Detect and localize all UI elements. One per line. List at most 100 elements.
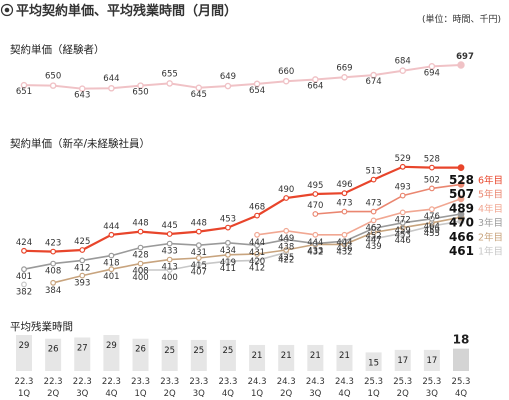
x-tick-label-year: 24.3	[335, 377, 354, 387]
series-point-year3	[312, 240, 319, 247]
experienced-point	[20, 81, 28, 89]
series-value-label-year6: 513	[365, 167, 381, 177]
experienced-value-label: 669	[336, 63, 352, 73]
series-value-label-year2: 432	[307, 247, 323, 257]
series-point-year4	[370, 217, 377, 224]
new-graduates-series-group: 382 400 400 407 411 412 422 439 446 455 384 393 401 4…	[16, 154, 503, 298]
experienced-point	[166, 80, 173, 87]
overtime-bar	[132, 338, 149, 371]
series-value-label-year6: 529	[395, 154, 411, 164]
series-value-label-year3: 418	[103, 259, 119, 269]
overtime-value-label: 15	[368, 358, 379, 368]
series-point-year1	[370, 235, 377, 242]
overtime-bar	[249, 344, 266, 371]
x-tick-label-quarter: 1Q	[18, 389, 30, 399]
experienced-line	[23, 64, 462, 90]
series-value-label-year2: 447	[365, 235, 381, 245]
x-tick-label-year: 23.3	[189, 377, 208, 387]
series-value-label-year5: 473	[365, 199, 381, 209]
series-point-year2	[225, 251, 231, 258]
x-tick-label-year: 22.3	[73, 377, 92, 387]
series-end-value-year5: 507	[449, 187, 474, 201]
series-value-label-year3: 452	[365, 231, 381, 241]
experienced-value-label: 694	[424, 68, 440, 78]
x-tick-label-year: 24.3	[248, 377, 267, 387]
series-value-label-year1: 412	[249, 263, 265, 273]
series-point-year4	[341, 231, 348, 238]
series-point-year6	[399, 163, 406, 170]
overtime-value-label: 21	[252, 351, 263, 361]
series-value-label-year2: 453	[395, 231, 411, 241]
series-value-label-year3: 464	[424, 222, 440, 232]
series-name-year1: 1年目	[478, 246, 503, 258]
x-tick-label-quarter: 2Q	[397, 389, 409, 399]
overtime-bar	[336, 344, 353, 371]
series-value-label-year4: 444	[336, 238, 352, 248]
experienced-value-label: 644	[103, 74, 119, 84]
experienced-point	[78, 85, 86, 92]
series-value-label-year3: 408	[45, 267, 61, 277]
series-value-label-year2: 459	[424, 226, 440, 236]
series-value-label-year2: 401	[103, 272, 119, 282]
series-point-year3	[341, 238, 348, 245]
overtime-value-label: 21	[310, 351, 321, 361]
x-tick-label-year: 25.3	[393, 377, 412, 387]
overtime-section-label: 平均残業時間	[10, 320, 73, 333]
x-axis-group: 22.3 1Q 22.3 2Q 22.3 3Q 22.3 4Q 23.3 1Q 23.3 2Q 23.3…	[15, 377, 471, 399]
series-value-label-year2: 393	[74, 279, 90, 289]
x-tick-label-year: 22.3	[44, 377, 63, 387]
series-value-label-year6: 448	[191, 219, 207, 229]
experienced-value-label: 649	[220, 72, 236, 82]
series-point-year5	[399, 192, 406, 199]
title-bullet-icon	[0, 3, 14, 17]
series-point-year3	[50, 260, 57, 267]
overtime-bar	[16, 335, 32, 371]
series-value-label-year2: 415	[191, 261, 207, 271]
series-line-year3	[23, 213, 462, 270]
series-point-year3	[166, 240, 173, 247]
series-point-year6	[21, 247, 27, 254]
series-value-label-year6: 423	[45, 239, 61, 249]
series-value-label-year1: 439	[365, 242, 381, 252]
overtime-value-label: 17	[426, 356, 437, 366]
x-tick-label-quarter: 1Q	[251, 389, 263, 399]
series-value-label-year4: 476	[424, 212, 440, 222]
experienced-value-label: 650	[45, 72, 61, 82]
experienced-point	[428, 63, 436, 70]
overtime-value-label: 27	[77, 343, 88, 353]
series-point-year3	[195, 242, 202, 249]
series-value-label-year6: 495	[307, 181, 323, 191]
x-tick-label-quarter: 4Q	[105, 389, 117, 399]
series-end-value-year6: 528	[449, 173, 474, 187]
x-tick-label-quarter: 3Q	[193, 389, 205, 399]
experienced-point	[253, 80, 261, 88]
overtime-bar	[423, 349, 440, 371]
series-value-label-year1: 411	[220, 264, 236, 274]
series-point-year3	[21, 266, 27, 273]
overtime-value-label: 25	[223, 346, 234, 356]
series-value-label-year2: 384	[45, 286, 61, 296]
series-value-label-year4: 449	[278, 234, 294, 244]
series-value-label-year6: 453	[220, 215, 236, 225]
series-value-label-year3: 401	[16, 272, 32, 282]
series-point-year2	[79, 272, 86, 279]
x-tick-label-quarter: 2Q	[164, 389, 176, 399]
overtime-bar	[453, 348, 469, 371]
x-tick-label-year: 24.3	[306, 377, 325, 387]
series-value-label-year3: 434	[220, 246, 236, 256]
experienced-series-group: 651 650 643 644 650 655 645 649 654 660 664 669 674 6…	[16, 52, 474, 101]
series-value-label-year2: 420	[249, 257, 265, 267]
series-end-value-year3: 470	[449, 216, 474, 230]
series-point-year2	[283, 247, 290, 253]
experienced-point	[224, 82, 232, 90]
series-value-label-year4: 462	[365, 223, 381, 233]
series-value-label-year1: 455	[424, 229, 440, 239]
overtime-bar	[45, 338, 62, 371]
series-point-year6	[341, 190, 348, 197]
experienced-value-label: 645	[191, 90, 207, 100]
experienced-section-label: 契約単価（経験者）	[10, 43, 105, 56]
x-tick-label-year: 22.3	[15, 377, 34, 387]
series-value-label-year6: 424	[16, 238, 32, 248]
series-point-year4	[428, 206, 435, 213]
overtime-bar	[161, 339, 178, 371]
